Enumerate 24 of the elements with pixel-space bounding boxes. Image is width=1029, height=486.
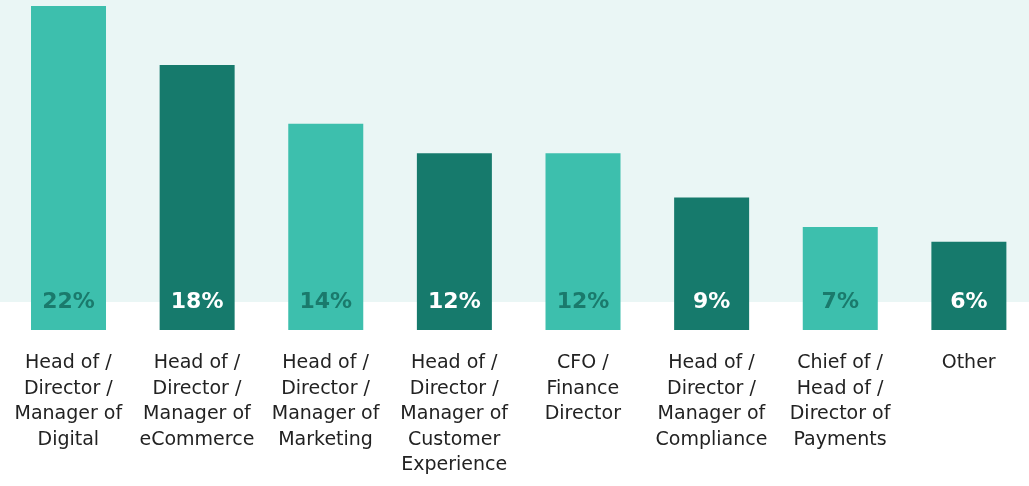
data-label: 18% <box>170 288 224 313</box>
x-tick-label: Head of / Director / Manager of Customer Experience <box>400 350 510 474</box>
bar <box>802 226 878 330</box>
x-tick-label: Head of / Director / Manager of Marketing <box>271 350 381 449</box>
data-label: 22% <box>42 288 95 313</box>
bar <box>931 241 1007 330</box>
bar <box>159 64 235 330</box>
x-tick-label: Other <box>941 350 996 372</box>
bar <box>31 6 107 330</box>
bar <box>288 123 364 330</box>
bar <box>674 197 750 330</box>
data-label: 7% <box>821 288 859 313</box>
data-label: 9% <box>692 288 731 313</box>
x-tick-label: Chief of / Head of / Director of Payments <box>789 350 892 449</box>
x-tick-label: Head of / Director / Manager of Digital <box>14 350 124 449</box>
data-label: 14% <box>299 288 353 313</box>
bar <box>545 153 621 330</box>
data-label: 12% <box>556 288 610 313</box>
data-label: 12% <box>428 288 481 313</box>
bar <box>416 153 492 330</box>
data-label: 6% <box>950 288 988 313</box>
x-tick-label: Head of / Director / Manager of eCommerce <box>139 350 255 449</box>
x-tick-label: CFO / Finance Director <box>544 350 622 423</box>
x-tick-label: Head of / Director / Manager of Compliance <box>655 350 768 449</box>
